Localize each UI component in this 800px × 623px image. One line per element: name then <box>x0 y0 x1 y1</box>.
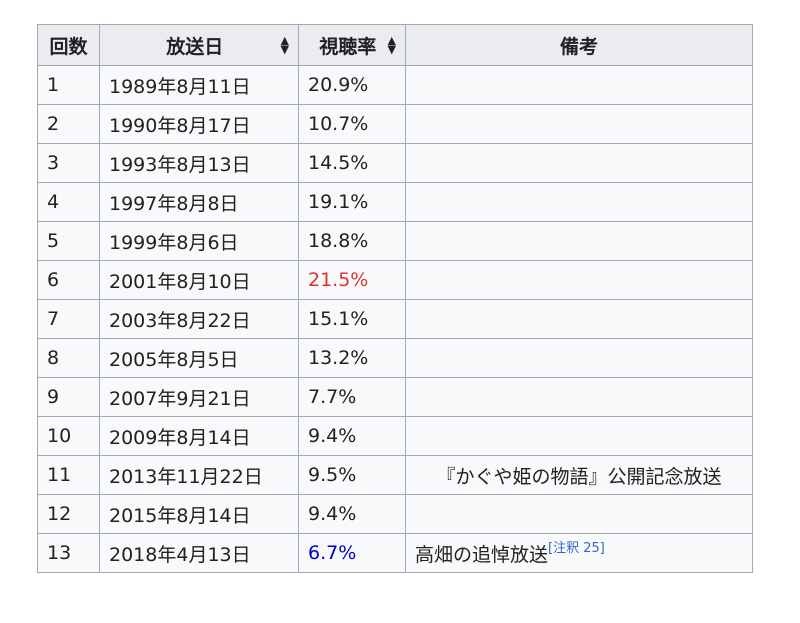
table-row: 9 2007年9月21日 7.7% <box>37 377 753 417</box>
date-cell: 1999年8月6日 <box>99 221 299 261</box>
header-air-date[interactable]: 放送日 ▲ ▼ <box>99 24 299 66</box>
note-cell <box>405 104 753 144</box>
episode-cell: 3 <box>37 143 100 183</box>
episode-cell: 13 <box>37 533 100 573</box>
note-cell <box>405 338 753 378</box>
rating-cell-max: 21.5% <box>298 260 406 300</box>
note-cell: 高畑の追悼放送[注釈 25] <box>405 533 753 573</box>
rating-cell: 7.7% <box>298 377 406 417</box>
note-cell <box>405 182 753 222</box>
rating-cell: 10.7% <box>298 104 406 144</box>
table-header-row: 回数 放送日 ▲ ▼ 視聴率 ▲ ▼ 備考 <box>37 24 753 66</box>
note-text: 高畑の追悼放送 <box>415 543 549 566</box>
episode-cell: 12 <box>37 494 100 534</box>
date-cell: 2009年8月14日 <box>99 416 299 456</box>
date-cell: 2001年8月10日 <box>99 260 299 300</box>
note-cell <box>405 416 753 456</box>
episode-cell: 2 <box>37 104 100 144</box>
footnote-link[interactable]: [注釈 25] <box>548 540 605 556</box>
table-row: 13 2018年4月13日 6.7% 高畑の追悼放送[注釈 25] <box>37 533 753 573</box>
rating-cell: 9.4% <box>298 494 406 534</box>
sort-updown-icon[interactable]: ▲ ▼ <box>387 33 396 56</box>
table-row: 10 2009年8月14日 9.4% <box>37 416 753 456</box>
date-cell: 1989年8月11日 <box>99 65 299 105</box>
episode-cell: 11 <box>37 455 100 495</box>
table-row: 8 2005年8月5日 13.2% <box>37 338 753 378</box>
date-cell: 2007年9月21日 <box>99 377 299 417</box>
rating-cell-min: 6.7% <box>298 533 406 573</box>
table-row: 3 1993年8月13日 14.5% <box>37 143 753 183</box>
rating-cell: 13.2% <box>298 338 406 378</box>
rating-cell: 15.1% <box>298 299 406 339</box>
episode-cell: 10 <box>37 416 100 456</box>
sort-updown-icon[interactable]: ▲ ▼ <box>280 33 289 56</box>
rating-cell: 9.5% <box>298 455 406 495</box>
episode-cell: 6 <box>37 260 100 300</box>
note-cell: 『かぐや姫の物語』公開記念放送 <box>405 455 753 495</box>
episode-cell: 5 <box>37 221 100 261</box>
note-cell <box>405 221 753 261</box>
date-cell: 2013年11月22日 <box>99 455 299 495</box>
note-cell <box>405 260 753 300</box>
rating-cell: 20.9% <box>298 65 406 105</box>
table-row: 11 2013年11月22日 9.5% 『かぐや姫の物語』公開記念放送 <box>37 455 753 495</box>
note-cell <box>405 494 753 534</box>
ratings-table: 回数 放送日 ▲ ▼ 視聴率 ▲ ▼ 備考 1 1989年8月11日 20.9% 2 1990… <box>37 24 753 573</box>
episode-cell: 8 <box>37 338 100 378</box>
header-notes: 備考 <box>405 24 753 66</box>
date-cell: 1990年8月17日 <box>99 104 299 144</box>
note-cell <box>405 299 753 339</box>
date-cell: 2003年8月22日 <box>99 299 299 339</box>
date-cell: 2005年8月5日 <box>99 338 299 378</box>
episode-cell: 1 <box>37 65 100 105</box>
table-row: 6 2001年8月10日 21.5% <box>37 260 753 300</box>
rating-cell: 9.4% <box>298 416 406 456</box>
table-row: 7 2003年8月22日 15.1% <box>37 299 753 339</box>
date-cell: 2018年4月13日 <box>99 533 299 573</box>
header-episode: 回数 <box>37 24 100 66</box>
rating-cell: 18.8% <box>298 221 406 261</box>
date-cell: 1997年8月8日 <box>99 182 299 222</box>
episode-cell: 4 <box>37 182 100 222</box>
note-cell <box>405 143 753 183</box>
note-cell <box>405 377 753 417</box>
table-row: 12 2015年8月14日 9.4% <box>37 494 753 534</box>
episode-cell: 7 <box>37 299 100 339</box>
rating-cell: 19.1% <box>298 182 406 222</box>
date-cell: 2015年8月14日 <box>99 494 299 534</box>
table-row: 4 1997年8月8日 19.1% <box>37 182 753 222</box>
header-rating[interactable]: 視聴率 ▲ ▼ <box>298 24 406 66</box>
table-row: 1 1989年8月11日 20.9% <box>37 65 753 105</box>
note-cell <box>405 65 753 105</box>
date-cell: 1993年8月13日 <box>99 143 299 183</box>
rating-cell: 14.5% <box>298 143 406 183</box>
table-row: 5 1999年8月6日 18.8% <box>37 221 753 261</box>
table-row: 2 1990年8月17日 10.7% <box>37 104 753 144</box>
episode-cell: 9 <box>37 377 100 417</box>
